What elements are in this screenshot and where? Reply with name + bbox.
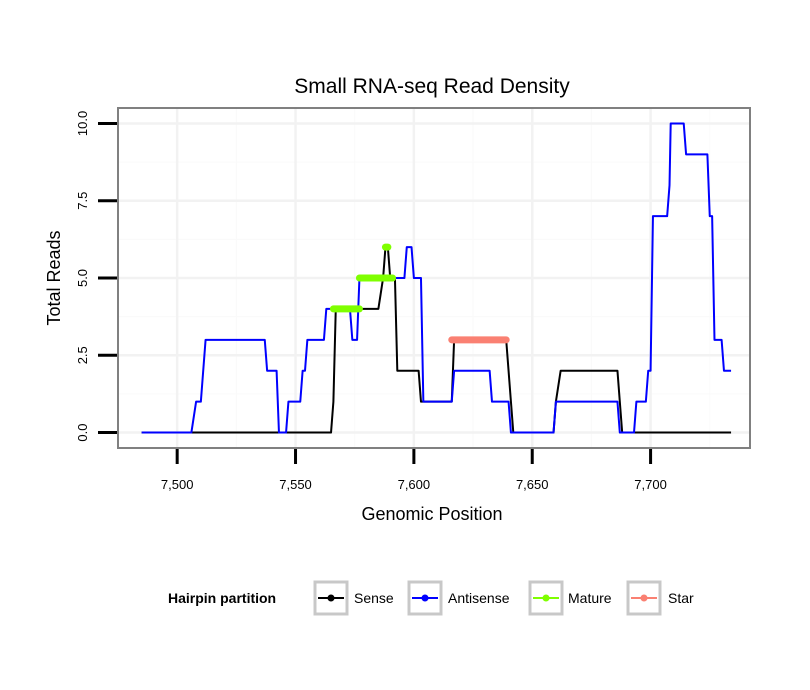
x-tick-label: 7,500 xyxy=(161,477,194,492)
legend-key-mature-point xyxy=(542,594,550,602)
legend-title: Hairpin partition xyxy=(168,590,276,606)
x-tick-label: 7,600 xyxy=(398,477,431,492)
plot-border xyxy=(117,107,751,449)
x-axis-title: Genomic Position xyxy=(361,504,502,524)
x-tick-label: 7,700 xyxy=(634,477,667,492)
legend-label-mature: Mature xyxy=(568,590,612,606)
x-tick-label: 7,550 xyxy=(279,477,312,492)
y-tick-label: 0.0 xyxy=(75,424,90,442)
legend-key-antisense-point xyxy=(421,594,429,602)
chart-title: Small RNA-seq Read Density xyxy=(294,75,570,98)
y-tick-label: 5.0 xyxy=(75,269,90,287)
legend-key-sense-point xyxy=(327,594,335,602)
segment-layer xyxy=(329,243,510,344)
y-axis-title: Total Reads xyxy=(44,230,64,325)
axes: 7,500 7,550 7,600 7,650 7,700 0.0 2.5 5.0 7.5 10.… xyxy=(75,111,667,492)
legend-label-star: Star xyxy=(668,590,694,606)
grid xyxy=(118,108,750,448)
legend: Hairpin partition Sense Antisense Mature St… xyxy=(168,580,694,616)
x-tick-label: 7,650 xyxy=(516,477,549,492)
legend-label-antisense: Antisense xyxy=(448,590,510,606)
y-tick-label: 10.0 xyxy=(75,111,90,136)
series-line-antisense xyxy=(141,122,732,434)
y-tick-label: 2.5 xyxy=(75,346,90,364)
legend-key-star-point xyxy=(640,594,648,602)
series-layer xyxy=(141,122,732,434)
y-tick-label: 7.5 xyxy=(75,192,90,210)
legend-label-sense: Sense xyxy=(354,590,394,606)
